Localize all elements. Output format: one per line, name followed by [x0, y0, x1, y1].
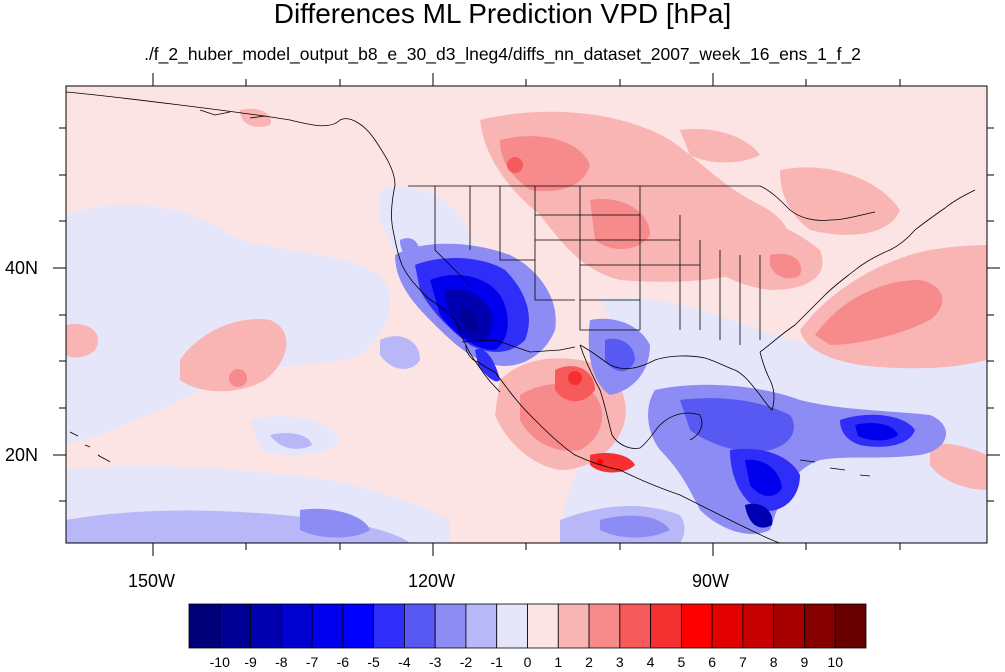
colorbar-box — [742, 603, 775, 649]
axis-ticks — [53, 73, 1000, 556]
colorbar-tick-label: 7 — [739, 654, 747, 670]
colorbar-tick-label: 0 — [523, 654, 532, 670]
colorbar-box — [804, 603, 836, 649]
colorbar-tick-label: -1 — [490, 654, 503, 670]
colorbar-tick-label: -6 — [336, 654, 350, 670]
negative-regions — [66, 238, 947, 543]
colorbar-box — [465, 603, 498, 649]
lat-tick-label-20n: 20N — [5, 445, 39, 465]
colorbar-box — [188, 603, 221, 649]
colorbar-box — [342, 603, 375, 649]
colorbar-box — [834, 603, 867, 649]
colorbar-box — [588, 603, 621, 649]
colorbar-tick-label: 10 — [827, 654, 843, 670]
colorbar-tick-label: 2 — [585, 654, 593, 670]
colorbar-tick-label: 9 — [800, 654, 809, 670]
positive-regions — [66, 108, 987, 490]
colorbar-tick-label: -5 — [367, 654, 380, 670]
colorbar-box — [219, 603, 251, 649]
colorbar-box — [650, 603, 682, 649]
colorbar-box — [373, 603, 405, 649]
colorbar-tick-label: 6 — [708, 654, 717, 670]
colorbar-tick-label: -10 — [209, 654, 230, 670]
colorbar-tick-label: -8 — [275, 654, 288, 670]
colorbar-tick-label: -3 — [428, 654, 442, 670]
colorbar-box — [527, 603, 559, 649]
lon-tick-label-120w: 120W — [408, 571, 456, 591]
lon-tick-label-90w: 90W — [692, 571, 730, 591]
colorbar-box — [711, 603, 744, 649]
colorbar-box — [496, 603, 528, 649]
colorbar-box — [404, 603, 436, 649]
colorbar-tick-label: 1 — [554, 654, 563, 670]
colorbar-tick-label: -4 — [398, 654, 411, 670]
colorbar-box — [250, 603, 282, 649]
colorbar-tick-label: -2 — [459, 654, 473, 670]
colorbar-tick-label: -9 — [244, 654, 257, 670]
colorbar-tick-label: 8 — [769, 654, 778, 670]
map-subtitle: ./f_2_huber_model_output_b8_e_30_d3_lneg… — [144, 44, 861, 64]
colorbar-box — [311, 603, 344, 649]
map-title: Differences ML Prediction VPD [hPa] — [273, 0, 732, 29]
colorbar-tick-label: -7 — [305, 654, 319, 670]
colorbar-box — [680, 603, 713, 649]
colorbar-box — [773, 603, 805, 649]
lat-tick-label-40n: 40N — [5, 258, 39, 278]
colorbar — [188, 603, 867, 649]
colorbar-tick-label: 4 — [646, 654, 655, 670]
colorbar-box — [434, 603, 467, 649]
colorbar-tick-label: 3 — [615, 654, 624, 670]
colorbar-box — [619, 603, 651, 649]
colorbar-box — [557, 603, 590, 649]
boundary-lines — [66, 91, 976, 543]
colorbar-box — [280, 603, 313, 649]
vpd-difference-field — [66, 86, 987, 543]
colorbar-tick-label: 5 — [677, 654, 686, 670]
lon-tick-label-150w: 150W — [128, 571, 176, 591]
